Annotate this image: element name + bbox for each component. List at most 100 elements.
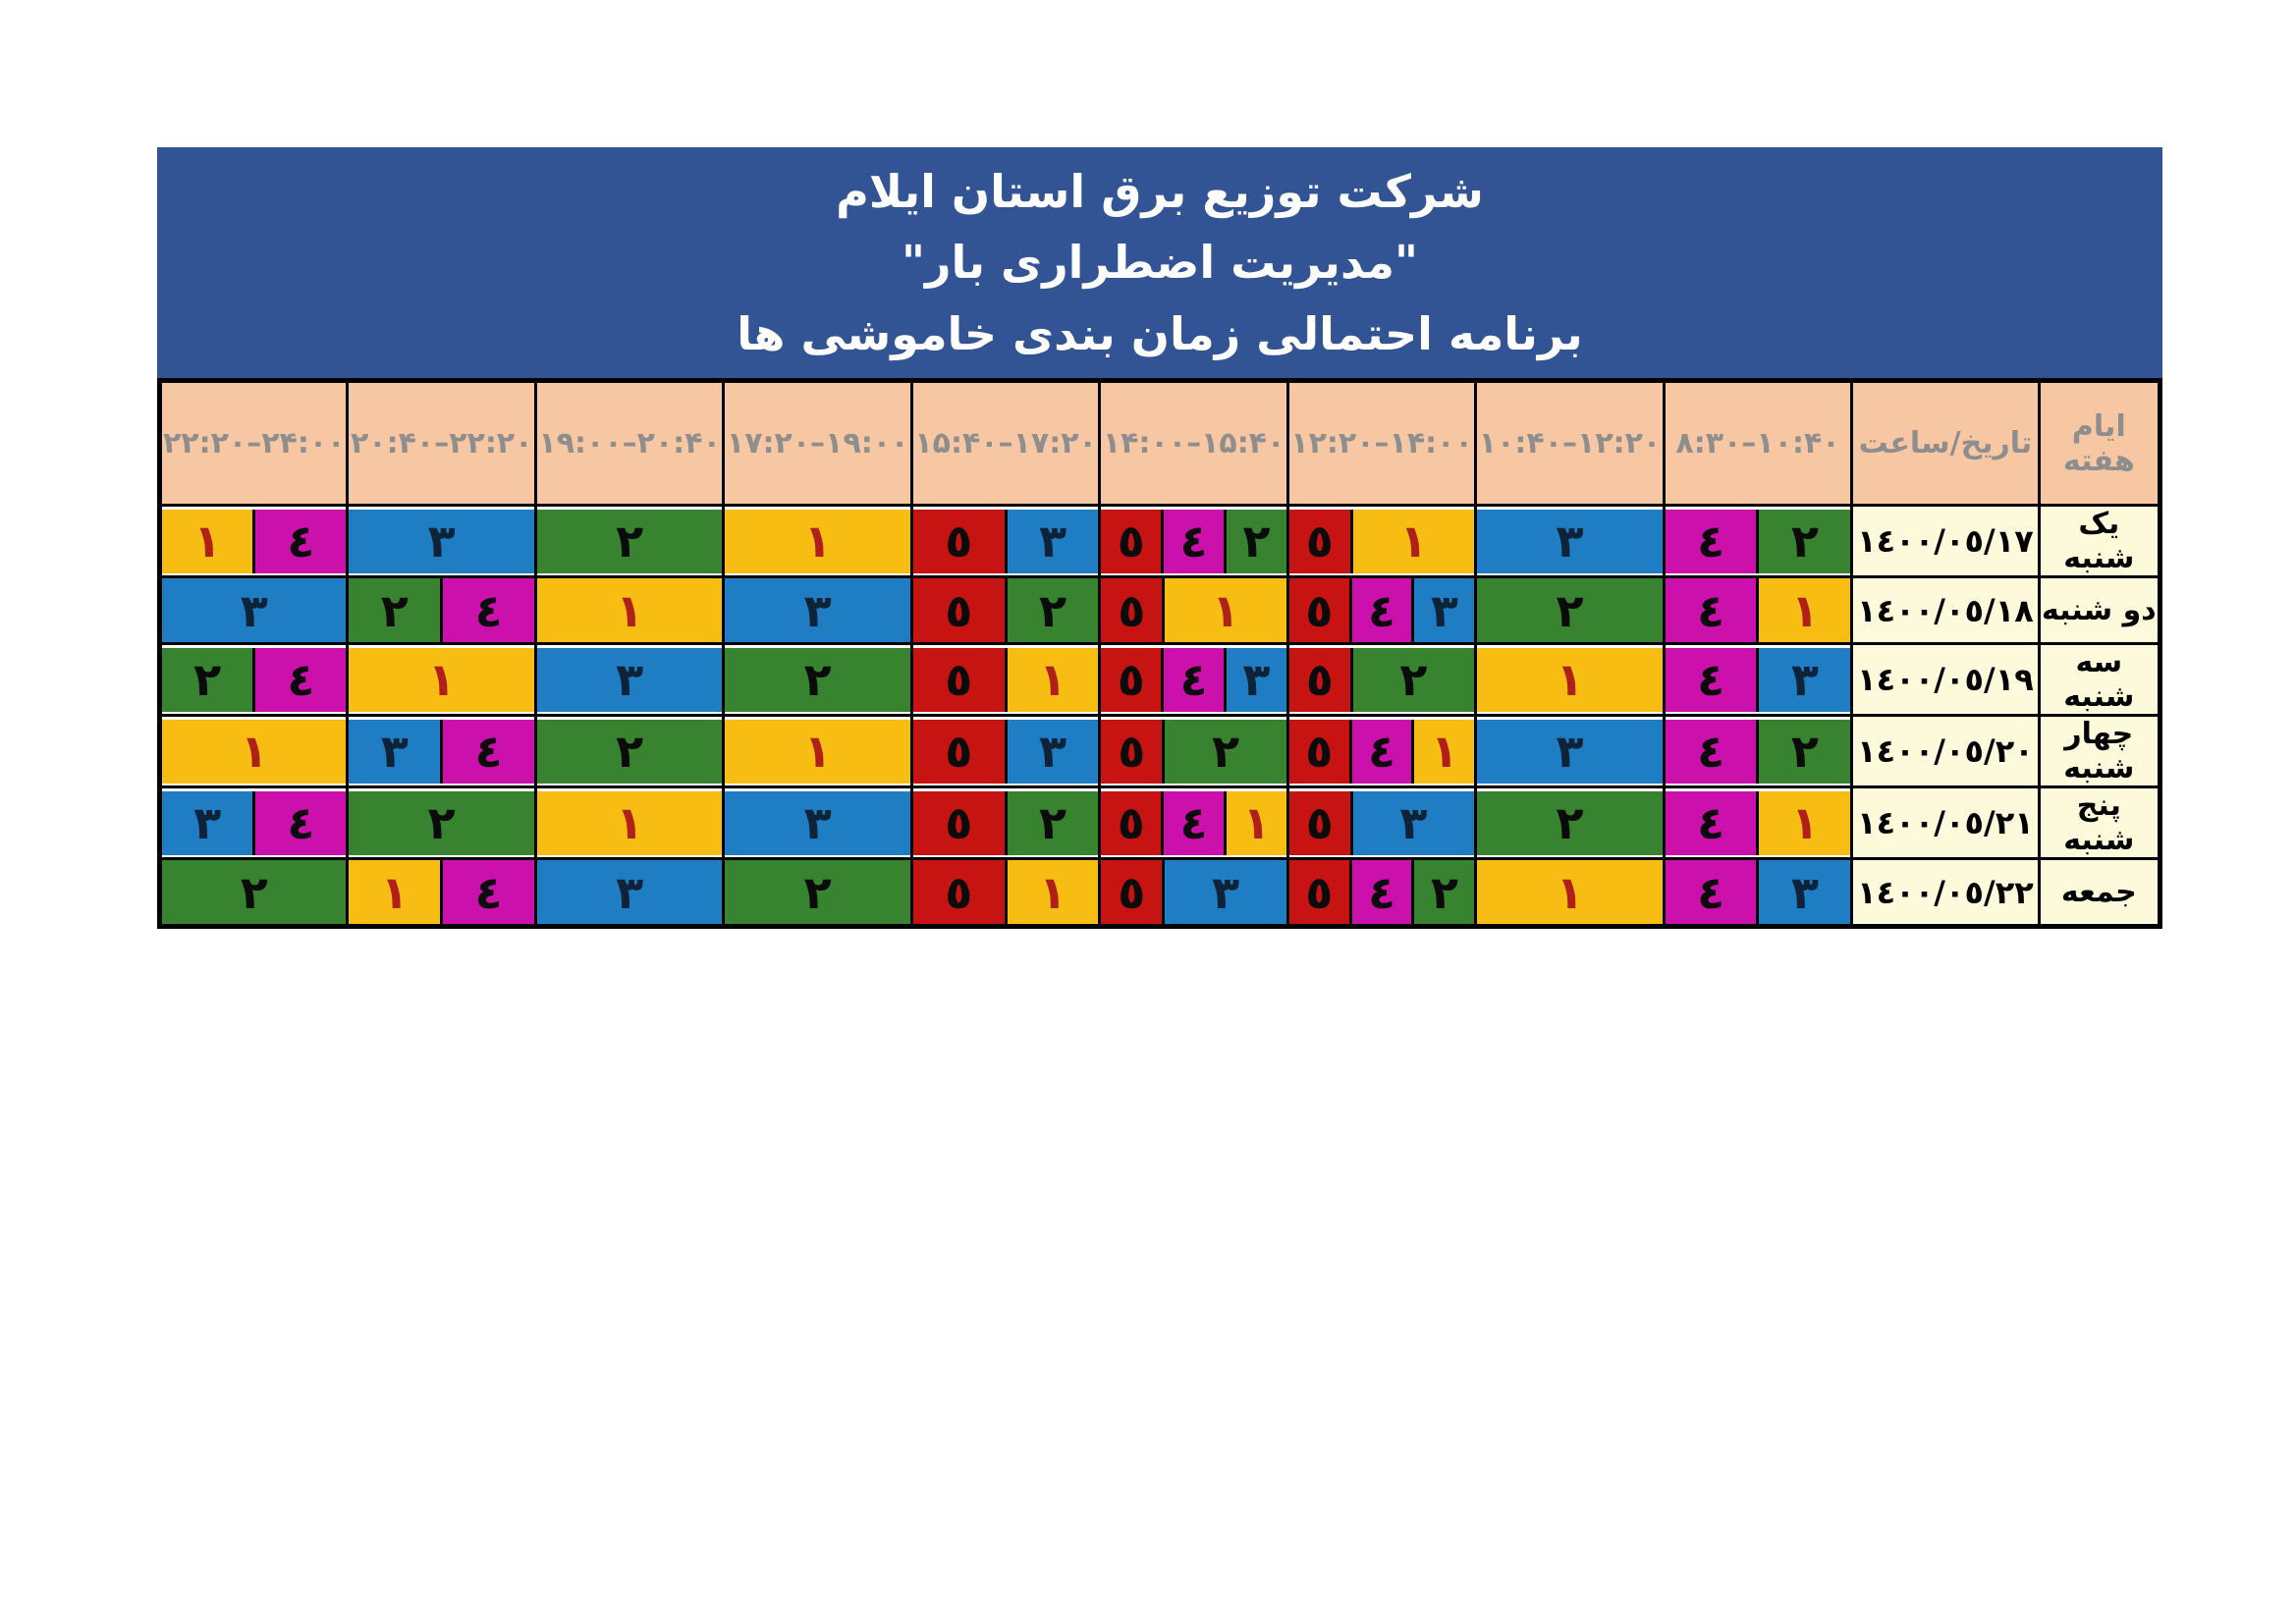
- outage-group-segment: ۲: [1411, 861, 1473, 924]
- group-number: ۲: [1242, 514, 1271, 568]
- group-number: ٤: [287, 514, 315, 568]
- outage-group-segment: ۲: [1162, 719, 1285, 784]
- group-number: ۳: [1242, 653, 1271, 706]
- outage-group-segment: ۳: [162, 790, 253, 855]
- group-number: ۱: [616, 796, 644, 849]
- outage-group-segment: ٥: [1102, 790, 1162, 855]
- group-number: ٥: [1305, 514, 1334, 568]
- outage-group-segment: ۲: [1478, 579, 1662, 641]
- day-cell: سه شنبه: [2037, 642, 2162, 717]
- group-number: ۱: [1430, 725, 1458, 778]
- group-number: ۱: [1038, 865, 1067, 919]
- slot-cell: ۳: [533, 642, 726, 717]
- group-number: ٥: [1305, 725, 1334, 778]
- slot-cell: ۱: [1474, 857, 1666, 928]
- group-number: ۲: [1790, 725, 1819, 778]
- group-number: ۲: [427, 796, 456, 849]
- outage-group-segment: ٥: [1290, 579, 1349, 641]
- slot-cell: ۱: [1474, 642, 1666, 717]
- slot-cell: ۲: [533, 714, 726, 788]
- outage-group-segment: ٥: [1102, 509, 1162, 573]
- outage-group-segment: ۲: [162, 647, 253, 712]
- outage-group-segment: ۲: [726, 647, 909, 712]
- outage-group-segment: ۱: [1224, 790, 1285, 855]
- group-number: ٥: [1305, 865, 1334, 919]
- date-cell: ۱٤۰۰/۰٥/۱۹: [1850, 642, 2041, 717]
- title-bar: شرکت توزیع برق استان ایلام "مدیریت اضطرا…: [157, 147, 2162, 378]
- outage-group-segment: ٥: [914, 579, 1005, 641]
- group-number: ۱: [1211, 583, 1240, 637]
- group-number: ٤: [1697, 865, 1725, 919]
- group-number: ۲: [1430, 865, 1458, 919]
- group-number: ۲: [803, 865, 832, 919]
- group-number: ۳: [1211, 865, 1240, 919]
- outage-group-segment: ۳: [538, 861, 721, 924]
- outage-group-segment: ٥: [1102, 861, 1163, 924]
- outage-group-segment: ٤: [1667, 647, 1757, 712]
- outage-group-segment: ۲: [350, 790, 533, 855]
- group-number: ۳: [240, 583, 268, 637]
- outage-group-segment: ۱: [1162, 579, 1285, 641]
- day-cell: دو شنبه: [2037, 575, 2162, 645]
- group-number: ۲: [380, 583, 409, 637]
- outage-group-segment: ۱: [162, 509, 253, 573]
- outage-group-segment: ۱: [538, 790, 721, 855]
- outage-group-segment: ۲: [1004, 579, 1097, 641]
- group-number: ۳: [1038, 514, 1067, 568]
- header-time-slot-6: ۱۲:۲۰–۱۴:۰۰: [1285, 379, 1478, 507]
- group-number: ٤: [474, 865, 503, 919]
- group-number: ٤: [1697, 725, 1725, 778]
- group-number: ۳: [803, 583, 832, 637]
- date-value: ۱٤۰۰/۰٥/۲۱: [1857, 804, 2034, 841]
- outage-group-segment: ۱: [162, 719, 345, 784]
- day-cell: چهار شنبه: [2037, 714, 2162, 788]
- outage-group-segment: ۳: [1004, 719, 1097, 784]
- group-number: ۳: [616, 865, 644, 919]
- table-row: ۳ ٤ ۲ ۱ ۳ ٥ ۲ ٥ ٤ ۱ ٥ ۳ ۲ ٤ ۱ ۱٤۰۰/۰٥/۲۱ پنج شنبه: [157, 785, 2162, 860]
- outage-group-segment: ۱: [1756, 790, 1849, 855]
- outage-group-segment: ۳: [1162, 861, 1285, 924]
- group-number: ۳: [1790, 865, 1819, 919]
- group-number: ۲: [1556, 796, 1584, 849]
- group-number: ۳: [193, 796, 222, 849]
- date-value: ۱٤۰۰/۰٥/۲۰: [1857, 732, 2034, 770]
- group-number: ۳: [427, 514, 456, 568]
- group-number: ٤: [1697, 796, 1725, 849]
- group-number: ٤: [474, 725, 503, 778]
- group-number: ۱: [1399, 514, 1428, 568]
- outage-group-segment: ۱: [350, 647, 533, 712]
- outage-group-segment: ۲: [1224, 509, 1285, 573]
- outage-group-segment: ٥: [1290, 719, 1349, 784]
- slot-cell: ۲: [1474, 785, 1666, 860]
- slot-cell: ۲: [157, 857, 350, 928]
- title-line-3: برنامه احتمالی زمان بندی خاموشی ها: [737, 306, 1583, 360]
- group-number: ٥: [945, 653, 973, 706]
- outage-group-segment: ٤: [1667, 790, 1757, 855]
- outage-group-segment: ۳: [1478, 719, 1662, 784]
- group-number: ٤: [1179, 514, 1208, 568]
- outage-group-segment: ٥: [914, 790, 1005, 855]
- date-value: ۱٤۰۰/۰٥/۱۸: [1857, 591, 2034, 629]
- date-cell: ۱٤۰۰/۰٥/۲۰: [1850, 714, 2041, 788]
- slot-cell: ۲: [533, 504, 726, 578]
- group-number: ٤: [287, 653, 315, 706]
- slot-cell: ۱: [722, 714, 913, 788]
- group-number: ٥: [1305, 796, 1334, 849]
- slot-cell: ۱: [533, 785, 726, 860]
- group-number: ۱: [1556, 653, 1584, 706]
- slot-cell: ۲: [346, 785, 537, 860]
- outage-group-segment: ۱: [350, 861, 441, 924]
- table-row: ۳ ۲ ٤ ۱ ۳ ٥ ۲ ٥ ۱ ٥ ٤ ۳ ۲ ٤ ۱ ۱٤۰۰/۰٥/۱۸ دو شنبه: [157, 575, 2162, 645]
- group-number: ۲: [240, 865, 268, 919]
- outage-group-segment: ۳: [1004, 509, 1097, 573]
